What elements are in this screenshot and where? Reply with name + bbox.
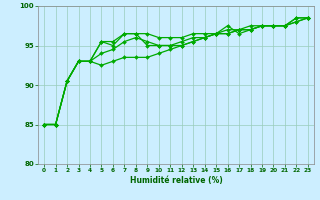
X-axis label: Humidité relative (%): Humidité relative (%)	[130, 176, 222, 185]
